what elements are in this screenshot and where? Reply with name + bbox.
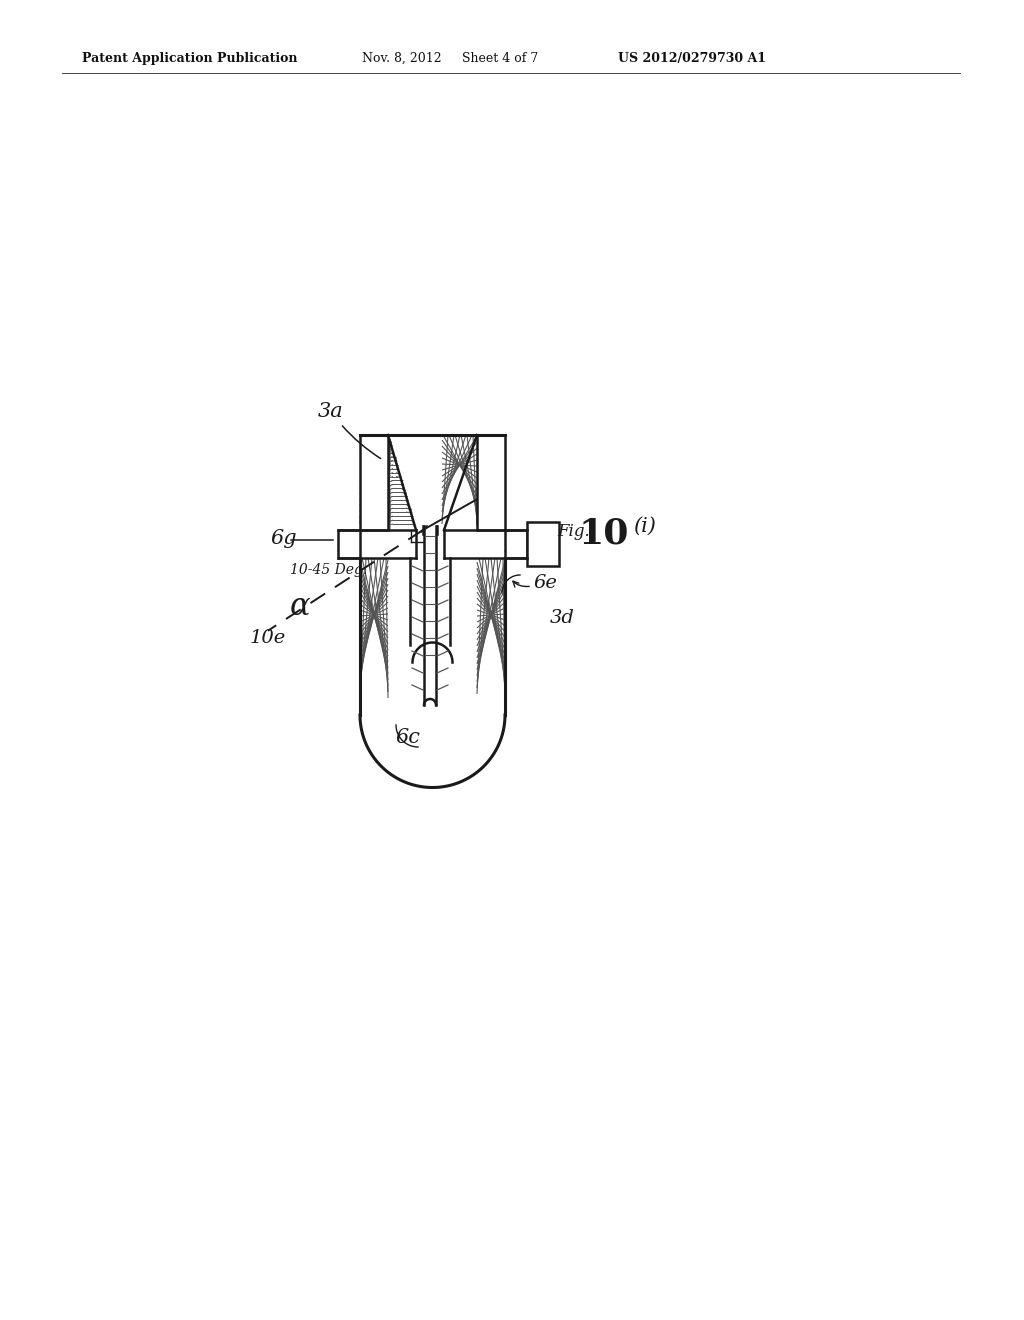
Polygon shape <box>527 521 559 566</box>
Polygon shape <box>360 436 388 531</box>
Text: Nov. 8, 2012: Nov. 8, 2012 <box>362 51 441 65</box>
Polygon shape <box>477 436 505 531</box>
Text: US 2012/0279730 A1: US 2012/0279730 A1 <box>618 51 766 65</box>
Text: 10-45 Deg.: 10-45 Deg. <box>290 564 368 577</box>
Text: 10e: 10e <box>250 628 286 647</box>
Text: 6g: 6g <box>270 529 297 548</box>
Text: 10: 10 <box>579 517 630 550</box>
Text: 3a: 3a <box>318 403 381 458</box>
Text: α: α <box>290 591 310 622</box>
Text: 6e: 6e <box>534 574 557 591</box>
Text: 6c: 6c <box>395 729 420 747</box>
Polygon shape <box>338 531 360 558</box>
Text: Fig.: Fig. <box>557 523 590 540</box>
Polygon shape <box>505 531 527 558</box>
Text: Sheet 4 of 7: Sheet 4 of 7 <box>462 51 539 65</box>
Text: Patent Application Publication: Patent Application Publication <box>82 51 298 65</box>
Text: (i): (i) <box>633 517 656 536</box>
Text: 3d: 3d <box>550 609 574 627</box>
